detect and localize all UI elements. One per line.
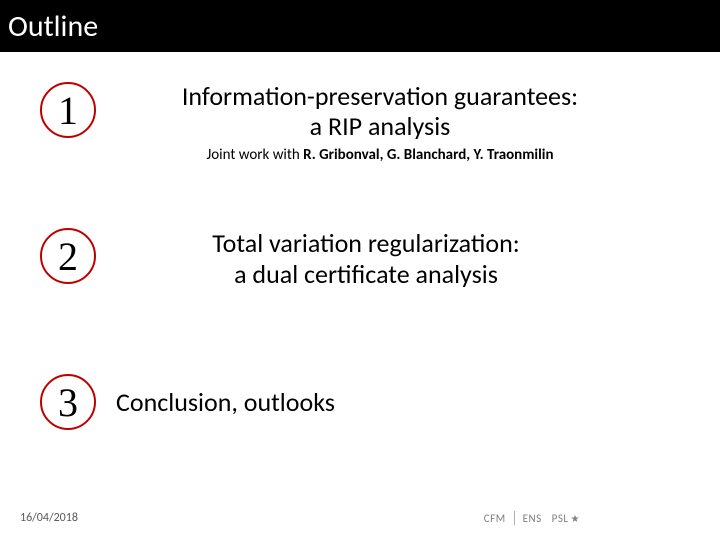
number-badge-2: 2 xyxy=(40,228,96,284)
logo-cfm-text: CFM xyxy=(484,512,506,525)
item-2-text: Total variation regularization: a dual c… xyxy=(136,228,596,290)
footer-date: 16/04/2018 xyxy=(20,511,78,525)
item-2-line2: a dual certificate analysis xyxy=(234,258,498,290)
number-badge-1: 1 xyxy=(40,82,96,138)
item-2-line1: Total variation regularization: xyxy=(212,227,519,259)
number-1: 1 xyxy=(58,87,78,134)
item-2-main: Total variation regularization: a dual c… xyxy=(136,228,596,290)
logo-ens-text: ENS xyxy=(523,512,542,525)
number-badge-3: 3 xyxy=(40,374,96,430)
outline-item-2: 2 Total variation regularization: a dual… xyxy=(40,228,680,290)
logo-psl: PSL★ xyxy=(552,512,580,525)
item-3-main: Conclusion, outlooks xyxy=(116,386,335,418)
logo-separator-1 xyxy=(514,511,515,525)
item-1-line1: Information-preservation guarantees: xyxy=(182,80,578,112)
item-1-sub-prefix: Joint work with xyxy=(206,146,303,164)
item-3-text: Conclusion, outlooks xyxy=(116,386,335,418)
outline-item-3: 3 Conclusion, outlooks xyxy=(40,374,680,430)
star-icon: ★ xyxy=(571,512,580,525)
number-3: 3 xyxy=(58,379,78,426)
footer-logos: CFM ENS PSL★ xyxy=(484,511,580,525)
item-1-subtitle: Joint work with R. Gribonval, G. Blancha… xyxy=(120,146,640,164)
item-1-sub-bold: R. Gribonval, G. Blanchard, Y. Traonmili… xyxy=(303,146,553,164)
logo-cfm: CFM ENS xyxy=(484,511,542,525)
footer: 16/04/2018 CFM ENS PSL★ xyxy=(0,506,720,530)
slide-title: Outline xyxy=(8,8,98,45)
item-1-line2: a RIP analysis xyxy=(310,110,451,142)
item-1-main: Information-preservation guarantees: a R… xyxy=(120,82,640,142)
number-2: 2 xyxy=(58,233,78,280)
item-1-text: Information-preservation guarantees: a R… xyxy=(120,82,640,164)
title-bar: Outline xyxy=(0,0,720,52)
outline-item-1: 1 Information-preservation guarantees: a… xyxy=(40,82,680,164)
logo-psl-text: PSL xyxy=(552,512,569,525)
slide: Outline 1 Information-preservation guara… xyxy=(0,0,720,540)
